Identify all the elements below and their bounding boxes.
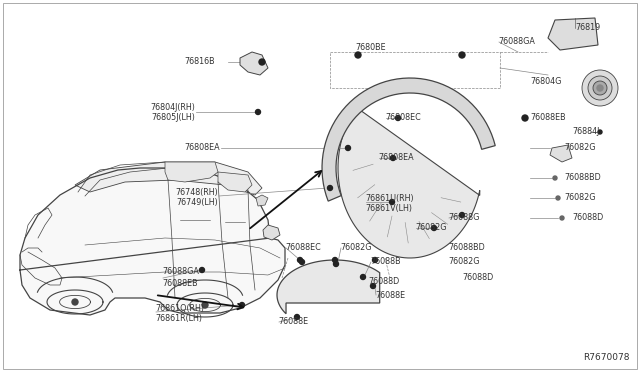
Text: 76088EB: 76088EB: [530, 113, 566, 122]
Polygon shape: [75, 162, 262, 195]
Text: 76088BD: 76088BD: [564, 173, 601, 183]
Circle shape: [372, 257, 378, 263]
Text: 76808EC: 76808EC: [385, 113, 420, 122]
Text: 76088D: 76088D: [368, 278, 399, 286]
Text: 76804J(RH): 76804J(RH): [150, 103, 195, 112]
Circle shape: [431, 225, 436, 231]
Text: 76861U(RH): 76861U(RH): [365, 193, 413, 202]
Text: 76088EC: 76088EC: [285, 244, 321, 253]
Polygon shape: [322, 78, 495, 201]
Text: 76088E: 76088E: [375, 291, 405, 299]
Circle shape: [390, 199, 394, 205]
Circle shape: [556, 196, 560, 200]
Circle shape: [588, 76, 612, 100]
Text: 76088D: 76088D: [572, 214, 604, 222]
Text: 76088EB: 76088EB: [162, 279, 198, 289]
Polygon shape: [548, 18, 598, 50]
Text: 76748(RH): 76748(RH): [175, 187, 218, 196]
Text: 76088GA: 76088GA: [162, 267, 199, 276]
Circle shape: [200, 267, 205, 273]
Polygon shape: [256, 195, 268, 206]
Circle shape: [522, 115, 528, 121]
Polygon shape: [218, 172, 252, 192]
Circle shape: [72, 299, 78, 305]
Text: 76861V(LH): 76861V(LH): [365, 203, 412, 212]
Circle shape: [259, 59, 265, 65]
Circle shape: [333, 262, 339, 266]
Circle shape: [298, 257, 303, 263]
Circle shape: [328, 186, 333, 190]
Circle shape: [593, 81, 607, 95]
Text: 76082G: 76082G: [564, 193, 595, 202]
Text: 76082G: 76082G: [564, 144, 595, 153]
Circle shape: [396, 115, 401, 121]
Circle shape: [582, 70, 618, 106]
Circle shape: [553, 176, 557, 180]
Polygon shape: [338, 105, 480, 258]
Text: 76082G: 76082G: [448, 257, 479, 266]
Circle shape: [460, 212, 465, 218]
Circle shape: [371, 283, 376, 289]
Polygon shape: [550, 145, 572, 162]
Text: 76088BD: 76088BD: [448, 244, 484, 253]
Text: 76805J(LH): 76805J(LH): [151, 113, 195, 122]
Text: 76884J: 76884J: [572, 128, 600, 137]
Text: 76816B: 76816B: [184, 58, 215, 67]
Text: 76088D: 76088D: [462, 273, 493, 282]
Text: 76088B: 76088B: [370, 257, 401, 266]
Circle shape: [355, 52, 361, 58]
Text: 76804G: 76804G: [530, 77, 561, 87]
Text: 76861Q(RH): 76861Q(RH): [155, 304, 204, 312]
Circle shape: [598, 130, 602, 134]
Text: 76808EA: 76808EA: [378, 154, 413, 163]
Polygon shape: [263, 225, 280, 240]
Circle shape: [294, 314, 300, 320]
Circle shape: [390, 155, 396, 160]
Text: R7670078: R7670078: [584, 353, 630, 362]
Text: 76088GA: 76088GA: [498, 38, 535, 46]
Circle shape: [333, 257, 337, 263]
Circle shape: [346, 145, 351, 151]
Circle shape: [360, 275, 365, 279]
Text: 76088E: 76088E: [278, 317, 308, 327]
Circle shape: [300, 260, 305, 264]
Circle shape: [597, 85, 603, 91]
Text: 76082G: 76082G: [340, 244, 371, 253]
Circle shape: [255, 109, 260, 115]
Polygon shape: [240, 52, 268, 75]
Text: 76088G: 76088G: [448, 214, 479, 222]
Text: 76819: 76819: [575, 23, 600, 32]
Circle shape: [202, 302, 208, 308]
Circle shape: [239, 302, 244, 308]
Polygon shape: [165, 162, 218, 182]
Text: 76082G: 76082G: [415, 224, 447, 232]
Circle shape: [560, 216, 564, 220]
Text: 76861R(LH): 76861R(LH): [155, 314, 202, 324]
Polygon shape: [20, 168, 285, 315]
Text: 76749(LH): 76749(LH): [176, 198, 218, 206]
Text: 76808EA: 76808EA: [184, 144, 220, 153]
Text: 7680BE: 7680BE: [355, 44, 386, 52]
Polygon shape: [277, 260, 380, 314]
Circle shape: [459, 52, 465, 58]
